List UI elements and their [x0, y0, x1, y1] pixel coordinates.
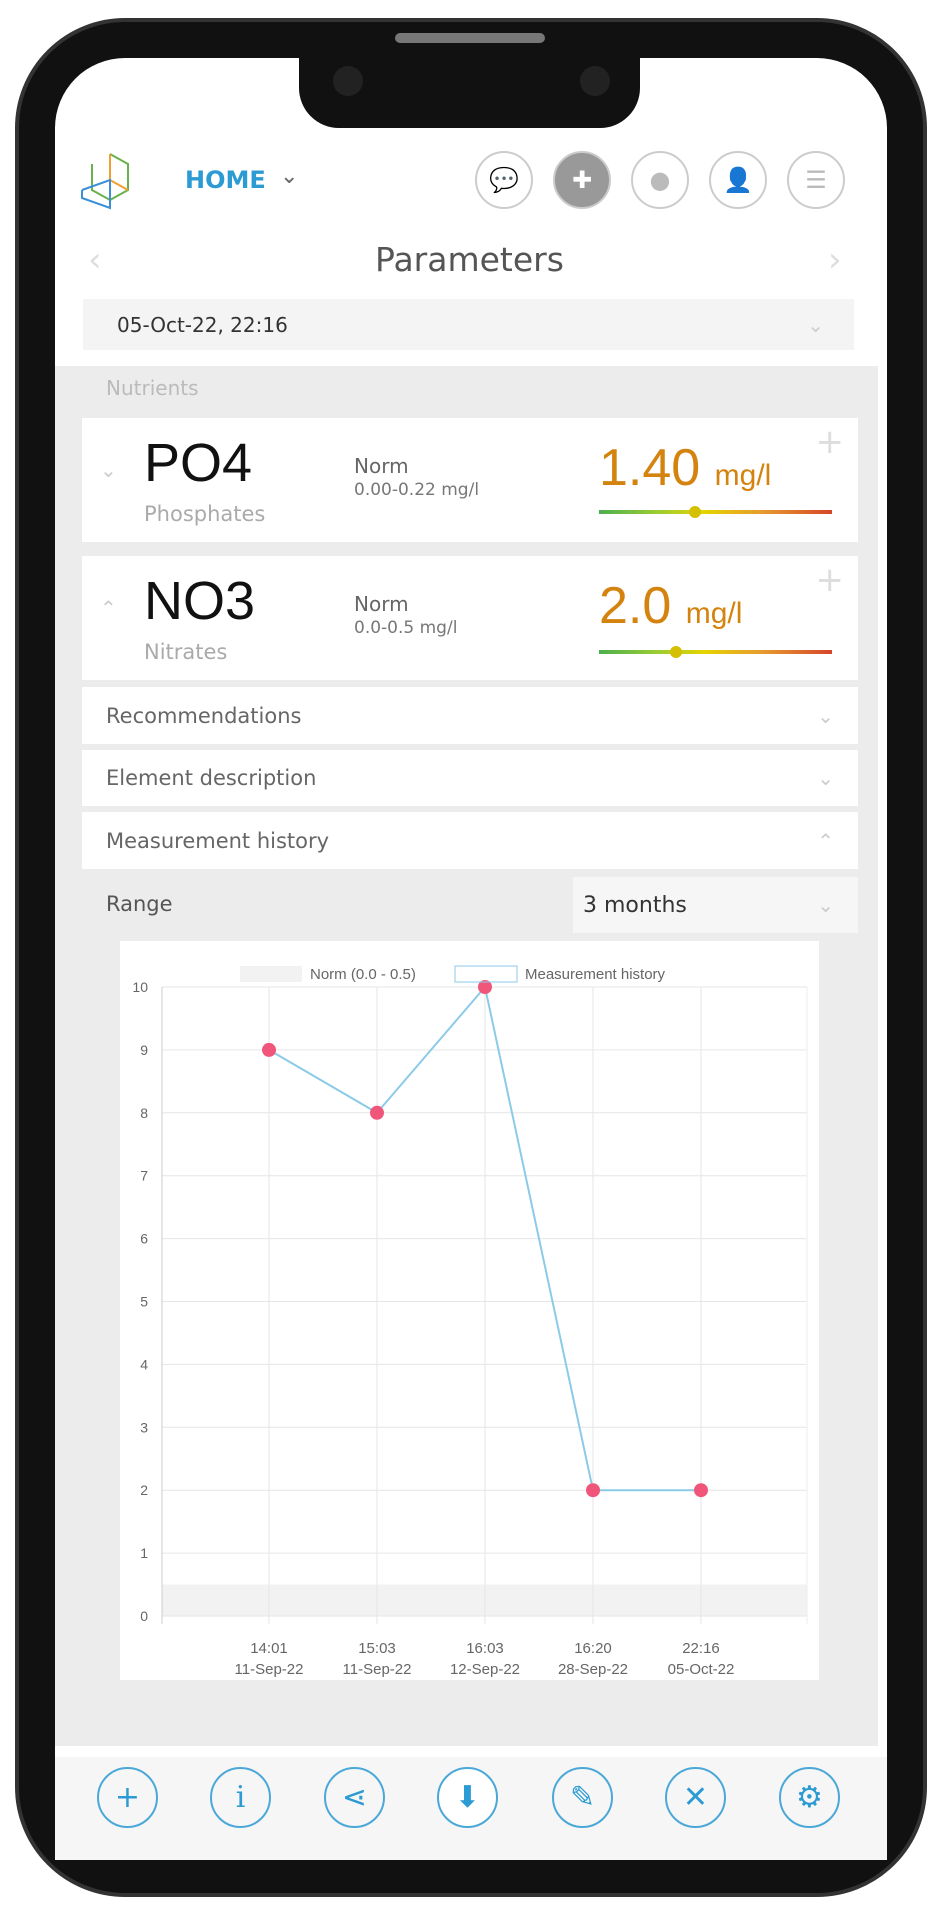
accordion-element-description[interactable]: Element description ⌄	[82, 750, 858, 806]
y-tick-label: 1	[140, 1545, 148, 1561]
measurement-chart: 0 1 2 3 4 5 6 7 8 9 10 14:01 11-Sep-22 15:03 11-Sep-22…	[120, 941, 819, 1680]
x-tick-date: 12-Sep-22	[450, 1661, 520, 1678]
value-number: 1.40	[599, 439, 701, 497]
close-icon[interactable]: ✕	[665, 1767, 726, 1828]
camera	[333, 66, 363, 96]
norm-label: Norm	[354, 454, 409, 478]
prev-arrow-icon[interactable]: ‹	[88, 240, 102, 280]
menu-icon[interactable]: ☰	[787, 151, 845, 209]
data-point	[370, 1105, 384, 1120]
chevron-down-icon[interactable]: ⌄	[280, 164, 299, 189]
accordion-label: Element description	[106, 766, 317, 790]
range-select[interactable]: 3 months ⌄	[573, 877, 858, 933]
range-label: Range	[106, 892, 173, 916]
param-symbol: NO3	[144, 571, 256, 631]
share-icon[interactable]: ⋖	[324, 1767, 385, 1828]
level-marker	[669, 646, 682, 658]
legend-label-history: Measurement history	[525, 966, 666, 983]
info-icon[interactable]: i	[210, 1767, 271, 1828]
accordion-label: Measurement history	[106, 828, 330, 853]
user-icon[interactable]: 👤	[709, 151, 767, 209]
y-tick-label: 2	[140, 1482, 148, 1498]
x-tick-time: 16:03	[466, 1640, 504, 1657]
value-unit: mg/l	[685, 597, 743, 630]
uk-flag-icon[interactable]: ✚	[553, 151, 611, 209]
level-bar	[599, 506, 832, 518]
globe-icon[interactable]: ●	[631, 151, 689, 209]
next-arrow-icon[interactable]: ›	[828, 240, 842, 280]
x-tick-date: 11-Sep-22	[235, 1661, 304, 1678]
data-point	[262, 1042, 276, 1057]
home-nav[interactable]: HOME	[185, 166, 266, 194]
accordion-measurement-history[interactable]: Measurement history ⌃	[82, 812, 858, 869]
sensor	[580, 66, 610, 96]
chevron-down-icon: ⌄	[817, 703, 834, 728]
value-number: 2.0	[599, 577, 672, 635]
norm-label: Norm	[354, 592, 409, 616]
param-symbol: PO4	[144, 433, 253, 493]
date-select[interactable]: 05-Oct-22, 22:16 ⌄	[83, 299, 854, 350]
legend-label-norm: Norm (0.0 - 0.5)	[310, 966, 416, 983]
plus-icon[interactable]: +	[815, 560, 845, 600]
settings-icon[interactable]: ⚙	[779, 1767, 840, 1828]
legend-swatch-norm	[240, 966, 302, 982]
chevron-down-icon: ⌄	[807, 312, 824, 337]
data-point	[694, 1483, 708, 1498]
logo-icon	[81, 153, 129, 210]
plus-icon[interactable]: +	[815, 422, 845, 462]
add-icon[interactable]: +	[97, 1767, 158, 1828]
level-bar	[599, 646, 832, 658]
norm-range: 0.0-0.5 mg/l	[354, 618, 458, 638]
date-value: 05-Oct-22, 22:16	[117, 312, 288, 337]
x-tick-date: 28-Sep-22	[558, 1661, 628, 1678]
chevron-down-icon[interactable]: ⌄	[100, 458, 117, 482]
chevron-down-icon: ⌄	[817, 766, 834, 790]
speaker	[395, 33, 545, 43]
accordion-label: Recommendations	[106, 703, 302, 728]
y-tick-label: 5	[140, 1294, 148, 1310]
chevron-down-icon: ⌄	[817, 893, 834, 917]
y-tick-label: 3	[140, 1419, 148, 1435]
y-tick-label: 0	[140, 1608, 148, 1624]
accordion-recommendations[interactable]: Recommendations ⌄	[82, 687, 858, 744]
page-title: Parameters	[375, 240, 564, 279]
y-tick-label: 7	[140, 1168, 148, 1184]
chevron-up-icon: ⌃	[817, 828, 834, 853]
y-tick-label: 8	[140, 1105, 148, 1121]
x-tick-date: 11-Sep-22	[343, 1661, 412, 1678]
y-tick-label: 9	[140, 1042, 148, 1058]
param-card-po4[interactable]: ⌄ PO4 Phosphates Norm 0.00-0.22 mg/l 1.4…	[82, 418, 858, 542]
edit-icon[interactable]: ✎	[552, 1767, 613, 1828]
y-tick-label: 6	[140, 1231, 148, 1247]
level-marker	[688, 506, 701, 518]
y-tick-label: 4	[140, 1356, 148, 1372]
chat-icon[interactable]: 💬	[475, 151, 533, 209]
range-value: 3 months	[583, 892, 687, 918]
param-value: 1.40 mg/l	[599, 438, 771, 498]
download-icon[interactable]: ⬇	[437, 1767, 498, 1828]
param-name: Phosphates	[144, 502, 266, 526]
norm-range: 0.00-0.22 mg/l	[354, 480, 480, 500]
x-tick-time: 22:16	[682, 1640, 720, 1657]
x-tick-time: 16:20	[574, 1640, 612, 1657]
data-point	[478, 980, 492, 994]
section-title: Nutrients	[106, 376, 199, 400]
chart-background	[120, 941, 819, 1680]
param-name: Nitrates	[144, 640, 228, 664]
x-tick-date: 05-Oct-22	[668, 1661, 735, 1678]
y-tick-label: 10	[132, 979, 148, 995]
x-tick-time: 14:01	[250, 1640, 288, 1657]
x-tick-time: 15:03	[358, 1640, 396, 1657]
param-value: 2.0 mg/l	[599, 576, 742, 636]
legend-swatch-history	[454, 965, 518, 983]
chevron-up-icon[interactable]: ⌃	[100, 596, 117, 620]
value-unit: mg/l	[714, 459, 772, 492]
data-point	[586, 1483, 600, 1498]
param-card-no3[interactable]: ⌃ NO3 Nitrates Norm 0.0-0.5 mg/l 2.0 mg/…	[82, 556, 858, 680]
